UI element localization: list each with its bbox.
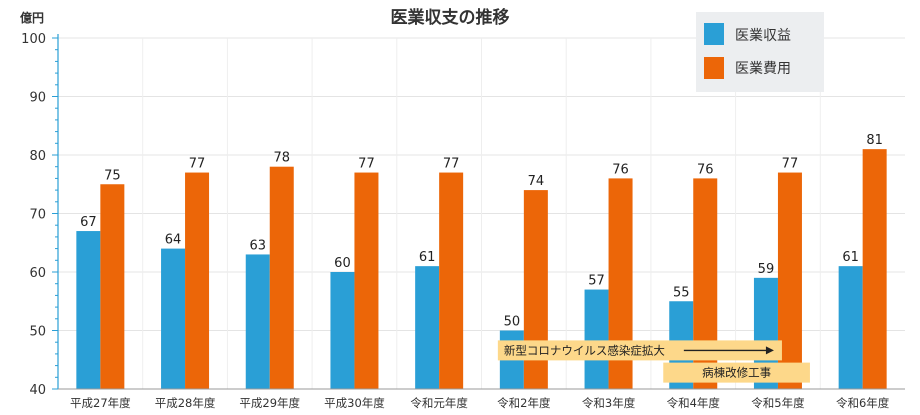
data-label: 77 xyxy=(189,157,206,172)
y-tick-label: 70 xyxy=(29,208,46,223)
bar-expense xyxy=(862,149,887,389)
x-category-label: 平成28年度 xyxy=(155,396,216,410)
x-category-label: 平成29年度 xyxy=(239,396,300,410)
legend-label-expense: 医業費用 xyxy=(735,61,791,77)
data-label: 77 xyxy=(443,157,460,172)
bar-expense xyxy=(269,166,294,389)
bar-expense xyxy=(354,172,379,389)
annotation-label-renovation: 病棟改修工事 xyxy=(702,366,771,380)
y-tick-label: 40 xyxy=(29,383,46,398)
x-category-label: 令和3年度 xyxy=(582,396,636,410)
data-label: 55 xyxy=(673,285,690,300)
data-label: 74 xyxy=(528,174,545,189)
data-label: 61 xyxy=(419,250,436,265)
annotation-band-renovation xyxy=(663,362,810,383)
data-label: 57 xyxy=(588,274,605,289)
data-label: 59 xyxy=(758,262,775,277)
data-label: 81 xyxy=(866,133,883,148)
data-label: 75 xyxy=(104,168,121,183)
x-category-label: 令和元年度 xyxy=(410,396,468,410)
bar-revenue xyxy=(415,266,440,389)
legend-label-revenue: 医業収益 xyxy=(735,28,791,44)
data-label: 77 xyxy=(782,157,799,172)
x-category-label: 令和5年度 xyxy=(751,396,805,410)
axes-layer: 40 50 60 70 80 90 100 平成27年度 平成28年度 平成29年度 平成30年度 令… xyxy=(21,32,905,410)
data-label: 64 xyxy=(165,233,182,248)
x-category-label: 令和6年度 xyxy=(836,396,890,410)
x-category-label: 平成30年度 xyxy=(324,396,385,410)
x-category-label: 令和2年度 xyxy=(497,396,551,410)
bar-revenue xyxy=(161,248,186,389)
y-tick-label: 60 xyxy=(29,266,46,281)
chart-title: 医業収支の推移 xyxy=(391,7,510,28)
bar-revenue xyxy=(76,231,101,389)
bar-expense xyxy=(185,172,210,389)
y-tick-label: 80 xyxy=(29,149,46,164)
bar-revenue xyxy=(584,289,609,389)
bar-expense xyxy=(439,172,464,389)
data-label: 61 xyxy=(842,250,859,265)
data-label: 60 xyxy=(334,256,351,271)
bar-revenue xyxy=(838,266,863,389)
bar-revenue xyxy=(245,254,270,389)
legend: 医業収益 医業費用 xyxy=(696,12,824,92)
unit-label: 億円 xyxy=(20,10,44,25)
bar-revenue xyxy=(330,272,355,389)
data-label: 76 xyxy=(612,162,629,177)
data-label: 77 xyxy=(358,157,375,172)
annotation-arrow-head xyxy=(765,346,774,355)
y-tick-label: 50 xyxy=(29,325,46,340)
y-tick-label: 100 xyxy=(21,32,46,47)
y-tick-label: 90 xyxy=(29,91,46,106)
legend-swatch-revenue xyxy=(704,23,724,45)
x-category-label: 令和4年度 xyxy=(667,396,721,410)
annotation-band-covid xyxy=(497,340,782,361)
data-label: 78 xyxy=(273,151,290,166)
x-category-label: 平成27年度 xyxy=(70,396,131,410)
bar-expense xyxy=(100,184,125,389)
data-label: 76 xyxy=(697,162,714,177)
data-label: 67 xyxy=(80,215,97,230)
data-label: 63 xyxy=(249,238,266,253)
bars-layer: 67 75 64 77 63 78 60 77 61 77 50 74 57 76 55 76 59 77 61 81 xyxy=(76,133,887,389)
legend-swatch-expense xyxy=(704,57,724,79)
annotation-label-covid: 新型コロナウイルス感染症拡大 xyxy=(504,343,665,357)
data-label: 50 xyxy=(504,315,521,330)
